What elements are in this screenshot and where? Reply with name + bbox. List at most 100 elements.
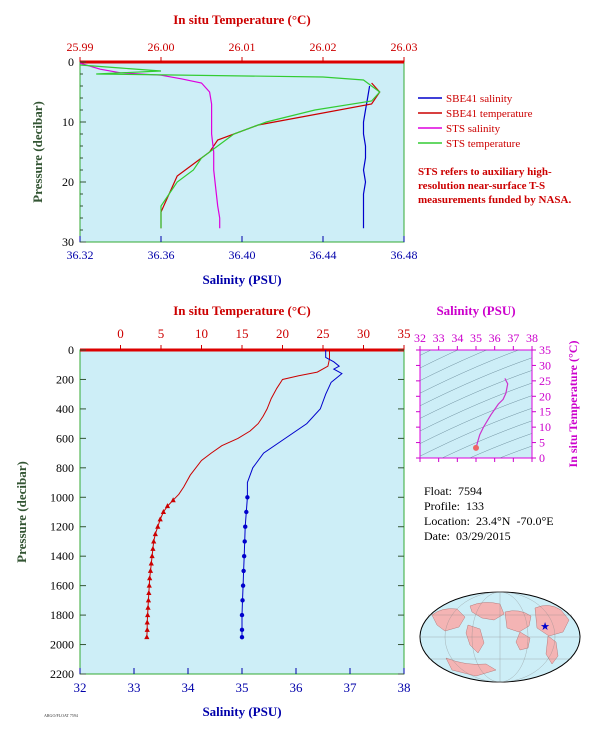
location: Location: 23.4°N -70.0°E bbox=[424, 514, 554, 528]
bottom-temperature-marker bbox=[145, 597, 152, 603]
ts-sal-tick-label: 36 bbox=[489, 331, 501, 345]
ts-temp-tick-label: 30 bbox=[539, 358, 551, 372]
ts-sal-tick-label: 37 bbox=[507, 331, 519, 345]
bottom-temperature-marker bbox=[146, 582, 152, 588]
bottom-temperature-marker bbox=[144, 634, 150, 640]
bottom-pressure-tick-label: 2000 bbox=[50, 638, 74, 652]
bottom-temperature-marker bbox=[150, 545, 156, 551]
top-pressure-tick-label: 0 bbox=[68, 55, 74, 69]
float-number: Float: 7594 bbox=[424, 484, 483, 498]
top-sal-tick-label: 36.36 bbox=[148, 248, 175, 262]
top-temp-tick-label: 25.99 bbox=[67, 40, 94, 54]
bottom-pressure-tick-label: 200 bbox=[56, 372, 74, 386]
bottom-salinity-marker bbox=[242, 539, 247, 544]
ts-density-contour bbox=[420, 350, 520, 394]
ts-salinity-axis-label: Salinity (PSU) bbox=[436, 303, 515, 318]
profile-number: Profile: 133 bbox=[424, 499, 484, 513]
footer-text: ARGO/FLOAT 7594 bbox=[44, 713, 78, 718]
legend-label: STS salinity bbox=[446, 123, 501, 135]
ts-plot-area bbox=[419, 349, 533, 459]
bottom-temp-tick-label: 35 bbox=[398, 326, 411, 341]
ts-temp-tick-label: 35 bbox=[539, 343, 551, 357]
top-sal-tick-label: 36.44 bbox=[310, 248, 337, 262]
bottom-sal-tick-label: 32 bbox=[74, 680, 87, 695]
ts-temp-tick-label: 0 bbox=[539, 451, 545, 465]
ts-temp-axis-label: In situ Temperature (°C) bbox=[566, 341, 580, 468]
top-pressure-tick-label: 20 bbox=[62, 175, 74, 189]
bottom-temperature-marker bbox=[155, 523, 161, 529]
bottom-pressure-tick-label: 400 bbox=[56, 402, 74, 416]
bottom-salinity-marker bbox=[244, 509, 249, 515]
top-sal-tick-label: 36.32 bbox=[67, 248, 94, 262]
ts-sal-tick-label: 35 bbox=[470, 331, 482, 345]
bottom-temp-tick-label: 25 bbox=[317, 326, 330, 341]
ts-sal-tick-label: 32 bbox=[414, 331, 426, 345]
bottom-sal-tick-label: 35 bbox=[236, 680, 249, 695]
bottom-salinity-marker bbox=[241, 553, 247, 559]
ts-density-contour bbox=[420, 408, 532, 457]
ts-sal-tick-label: 38 bbox=[526, 331, 538, 345]
ts-density-contour bbox=[420, 350, 459, 369]
ts-density-contour bbox=[420, 357, 532, 406]
bottom-temp-tick-label: 10 bbox=[195, 326, 208, 341]
ts-temp-tick-label: 5 bbox=[539, 436, 545, 450]
top-salinity-axis-label: Salinity (PSU) bbox=[202, 272, 281, 287]
ts-density-contour bbox=[420, 350, 488, 381]
map-grid bbox=[420, 591, 580, 683]
bottom-temperature-marker bbox=[157, 516, 163, 522]
top-pressure-tick-label: 30 bbox=[62, 235, 74, 249]
ts-temp-tick-label: 20 bbox=[539, 389, 551, 403]
top-sal-tick-label: 36.40 bbox=[229, 248, 256, 262]
bottom-temp-tick-label: 20 bbox=[276, 326, 289, 341]
ts-temp-tick-label: 15 bbox=[539, 405, 551, 419]
bottom-temperature-marker bbox=[147, 575, 153, 581]
bottom-temperature-marker bbox=[144, 619, 150, 625]
bottom-salinity-marker bbox=[239, 612, 245, 618]
top-temp-tick-label: 26.00 bbox=[148, 40, 175, 54]
map-continents bbox=[431, 602, 570, 677]
bottom-temp-tick-label: 0 bbox=[117, 326, 124, 341]
legend-label: SBE41 temperature bbox=[446, 108, 533, 120]
bottom-salinity-axis-label: Salinity (PSU) bbox=[202, 704, 281, 719]
bottom-pressure-tick-label: 2200 bbox=[50, 667, 74, 681]
top-temp-axis-label: In situ Temperature (°C) bbox=[173, 12, 311, 27]
bottom-temp-tick-label: 30 bbox=[357, 326, 370, 341]
bottom-temperature-marker bbox=[160, 509, 167, 514]
ts-temp-tick-label: 25 bbox=[539, 374, 551, 388]
bottom-sal-tick-label: 38 bbox=[398, 680, 411, 695]
ts-deep-point bbox=[473, 444, 479, 451]
ts-density-contour bbox=[499, 445, 532, 458]
date: Date: 03/29/2015 bbox=[424, 529, 511, 543]
bottom-temp-tick-label: 15 bbox=[236, 326, 249, 341]
bottom-series-salinity bbox=[241, 350, 343, 638]
bottom-temperature-marker bbox=[148, 560, 154, 566]
top-temp-tick-label: 26.03 bbox=[391, 40, 418, 54]
bottom-temperature-marker bbox=[146, 590, 152, 595]
top-plot-area bbox=[79, 61, 405, 243]
ts-density-contour bbox=[420, 395, 532, 444]
bottom-pressure-tick-label: 1800 bbox=[50, 608, 74, 622]
bottom-pressure-tick-label: 600 bbox=[56, 431, 74, 445]
world-map: ★ bbox=[419, 591, 581, 683]
ts-density-contour bbox=[469, 433, 532, 458]
bottom-salinity-marker bbox=[243, 524, 248, 529]
bottom-pressure-tick-label: 1200 bbox=[50, 520, 74, 534]
bottom-temperature-marker bbox=[170, 497, 176, 503]
top-pressure-tick-label: 10 bbox=[62, 115, 74, 129]
bottom-sal-tick-label: 36 bbox=[290, 680, 304, 695]
bottom-sal-tick-label: 34 bbox=[182, 680, 196, 695]
bottom-temperature-marker bbox=[147, 567, 154, 573]
bottom-sal-tick-label: 33 bbox=[128, 680, 141, 695]
bottom-sal-tick-label: 37 bbox=[344, 680, 358, 695]
bottom-temperature-marker bbox=[151, 538, 157, 544]
bottom-salinity-marker bbox=[239, 634, 245, 640]
bottom-pressure-tick-label: 0 bbox=[68, 343, 74, 357]
bottom-salinity-marker bbox=[239, 627, 245, 633]
bottom-pressure-tick-label: 1600 bbox=[50, 579, 74, 593]
ts-temp-tick-label: 10 bbox=[539, 420, 551, 434]
bottom-temperature-marker bbox=[145, 612, 151, 618]
float-info: Float: 7594 Profile: 133 Location: 23.4°… bbox=[424, 484, 554, 544]
ts-density-contour bbox=[420, 370, 532, 419]
top-sal-tick-label: 36.48 bbox=[391, 248, 418, 262]
